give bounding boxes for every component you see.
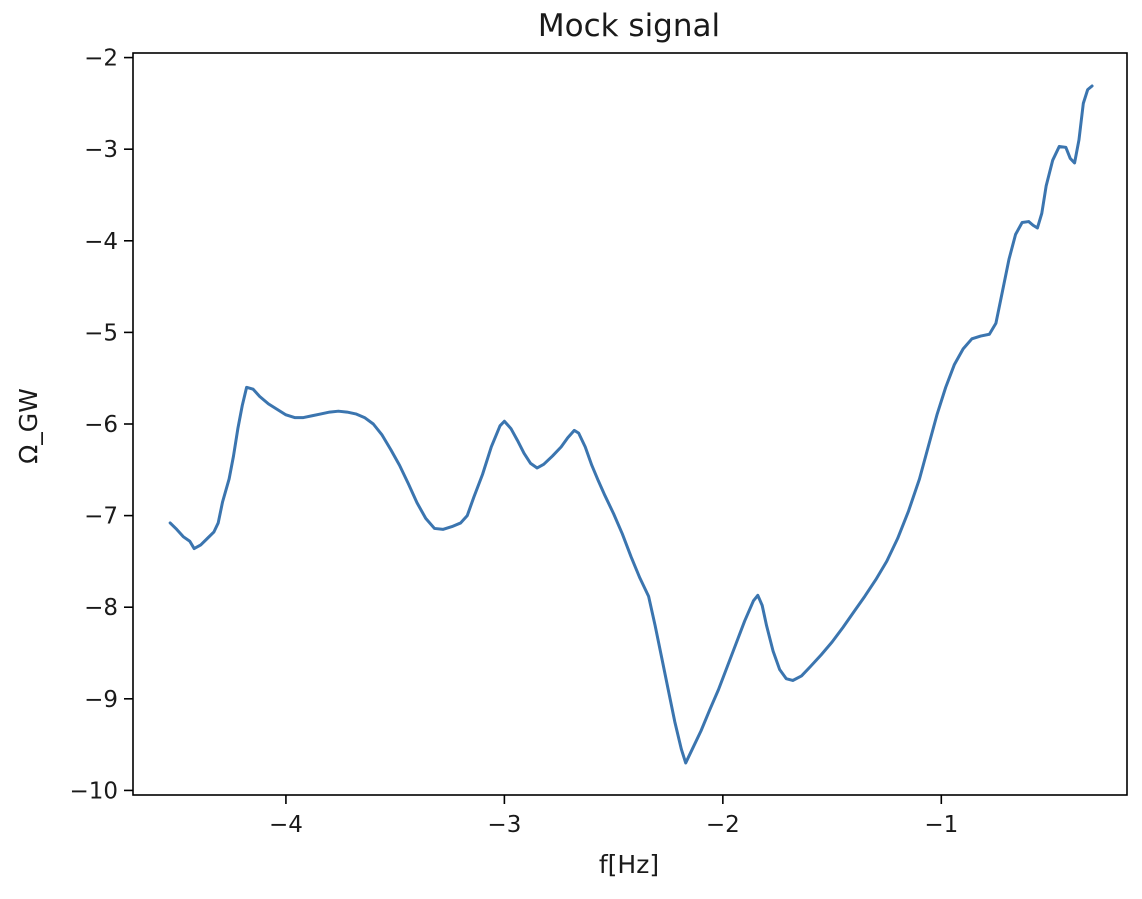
y-tick-label: −10	[69, 778, 118, 804]
series-line-0	[168, 84, 1094, 765]
x-tick-label: −4	[269, 812, 303, 838]
plot-area	[168, 84, 1094, 765]
x-axis-label: f[Hz]	[599, 850, 659, 879]
y-tick-label: −2	[84, 46, 118, 72]
x-tick-label: −2	[706, 812, 740, 838]
y-tick-label: −9	[84, 687, 118, 713]
y-tick-label: −3	[84, 137, 118, 163]
axes: −4 −3 −2 −1 −2 −3 −4 −5 −6 −7 −8 −9 −10	[69, 46, 1128, 838]
y-tick-label: −6	[84, 412, 118, 438]
chart-title: Mock signal	[538, 8, 720, 44]
x-tick-label: −1	[924, 812, 958, 838]
y-tick-label: −7	[84, 504, 118, 530]
y-tick-label: −5	[84, 320, 118, 346]
y-tick-label: −8	[84, 595, 118, 621]
y-tick-label: −4	[84, 229, 118, 255]
y-axis-label: Ω_GW	[14, 388, 43, 464]
x-tick-label: −3	[487, 812, 521, 838]
